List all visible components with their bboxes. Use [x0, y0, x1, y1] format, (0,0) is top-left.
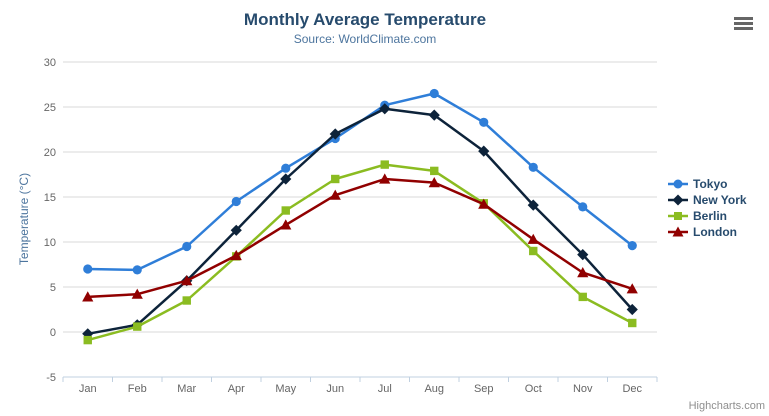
svg-text:May: May: [275, 383, 296, 395]
svg-text:Sep: Sep: [474, 383, 494, 395]
svg-text:10: 10: [44, 237, 56, 249]
svg-text:0: 0: [50, 327, 56, 339]
chart-title: Monthly Average Temperature: [243, 10, 487, 29]
svg-text:-5: -5: [46, 372, 56, 384]
svg-text:Apr: Apr: [228, 383, 245, 395]
legend-label: New York: [693, 193, 747, 207]
legend-item-berlin[interactable]: Berlin: [668, 208, 747, 224]
svg-text:20: 20: [44, 147, 56, 159]
line-square-marker-icon: [668, 212, 688, 220]
legend-label: London: [693, 225, 737, 239]
svg-text:Jun: Jun: [326, 383, 344, 395]
svg-text:Nov: Nov: [573, 383, 593, 395]
legend-label: Berlin: [693, 209, 728, 223]
svg-text:Jul: Jul: [378, 383, 392, 395]
chart-subtitle: Source: WorldClimate.com: [293, 32, 437, 46]
highcharts-credit-link[interactable]: Highcharts.com: [688, 400, 765, 412]
svg-text:Dec: Dec: [622, 383, 642, 395]
svg-text:Feb: Feb: [128, 383, 147, 395]
svg-text:25: 25: [44, 102, 56, 114]
svg-text:30: 30: [44, 57, 56, 69]
line-circle-marker-icon: [668, 179, 688, 189]
legend-item-london[interactable]: London: [668, 224, 747, 240]
svg-text:Oct: Oct: [525, 383, 542, 395]
line-triangle-marker-icon: [668, 226, 688, 237]
svg-text:15: 15: [44, 192, 56, 204]
legend-item-new-york[interactable]: New York: [668, 192, 747, 208]
legend-label: Tokyo: [693, 177, 728, 191]
svg-text:Mar: Mar: [177, 383, 196, 395]
export-menu-hamburger-icon[interactable]: [734, 17, 753, 31]
svg-text:Jan: Jan: [79, 383, 97, 395]
legend: Tokyo New York Berlin London: [668, 176, 747, 240]
svg-text:Aug: Aug: [424, 383, 444, 395]
svg-text:5: 5: [50, 282, 56, 294]
line-diamond-marker-icon: [668, 194, 688, 206]
legend-item-tokyo[interactable]: Tokyo: [668, 176, 747, 192]
